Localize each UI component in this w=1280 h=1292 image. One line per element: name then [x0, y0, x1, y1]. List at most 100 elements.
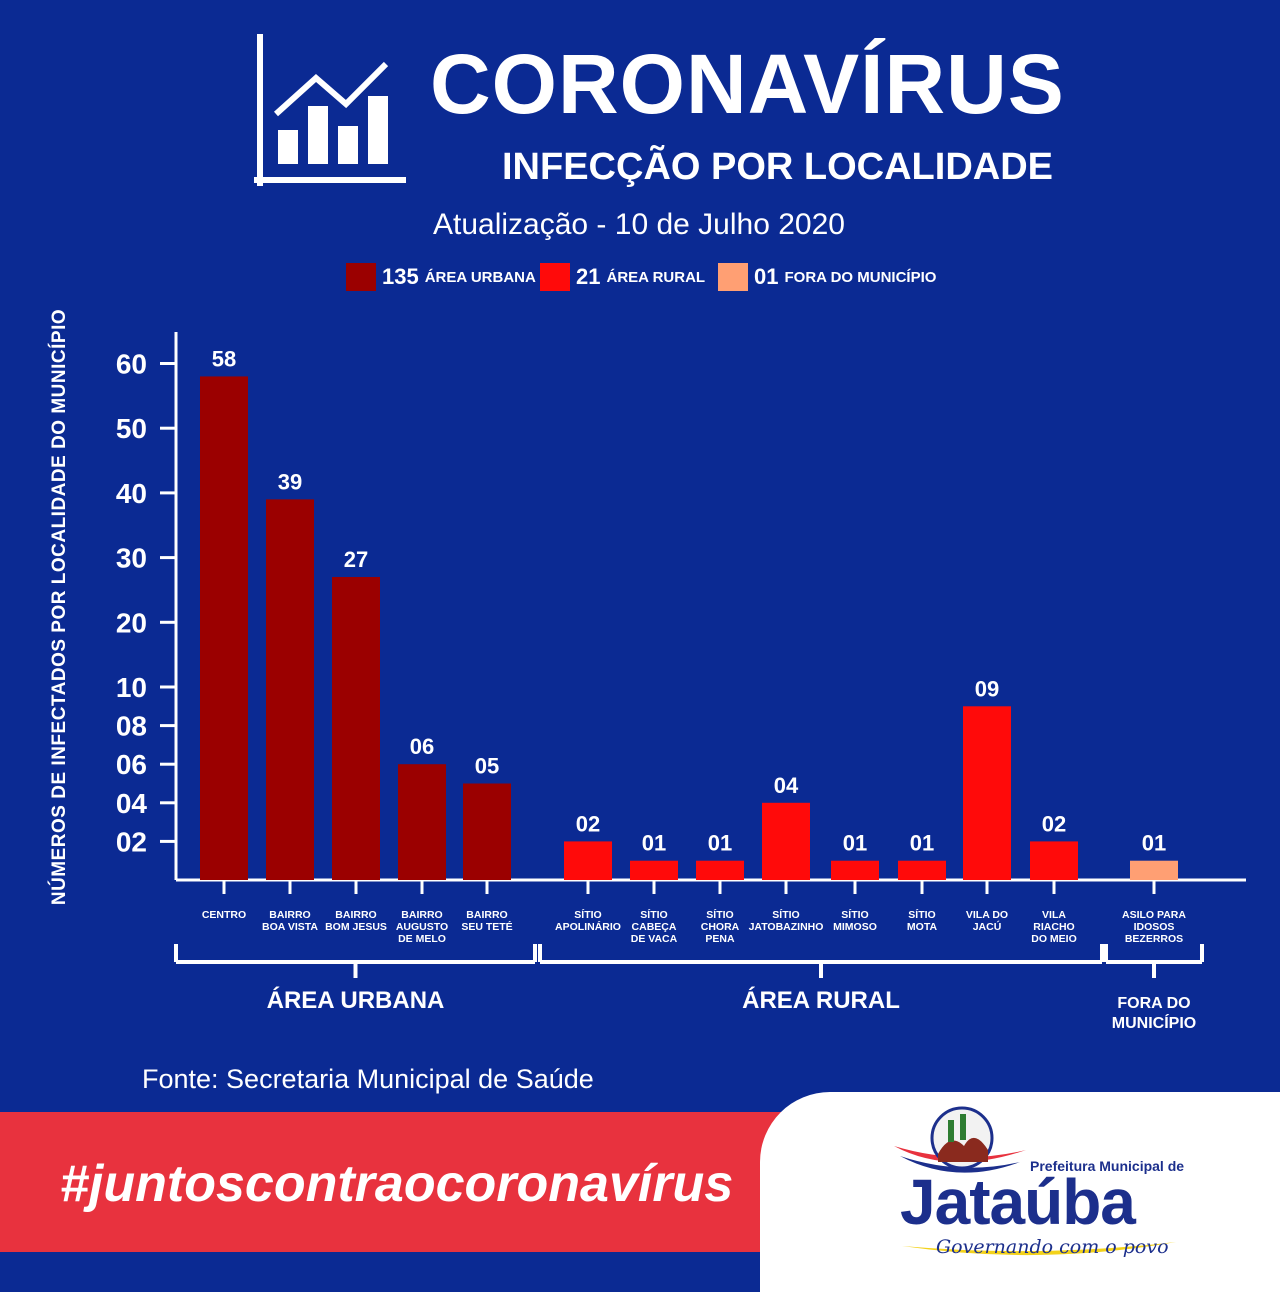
- x-tick-label: BAIRRO: [401, 909, 442, 921]
- x-tick-label: SÍTIO: [640, 908, 667, 921]
- legend-label-fora: FORA DO MUNICÍPIO: [784, 268, 937, 286]
- y-tick-label: 08: [116, 711, 147, 742]
- legend-value-rural: 21: [576, 264, 601, 289]
- chart-trend-icon: [254, 34, 406, 186]
- bar: [200, 376, 248, 880]
- y-tick-label: 60: [116, 349, 147, 380]
- logo-slogan: Governando com o povo: [936, 1236, 1169, 1258]
- x-tick-label: BOM JESUS: [325, 921, 387, 933]
- x-tick-label: ASILO PARA: [1122, 909, 1186, 921]
- x-tick-label: SÍTIO: [908, 908, 935, 921]
- bar: [398, 764, 446, 880]
- x-tick-label: SÍTIO: [841, 908, 868, 921]
- logo-prefeitura: Prefeitura Municipal de: [1030, 1158, 1185, 1174]
- legend-value-urbana: 135: [382, 264, 419, 289]
- x-tick-label: SÍTIO: [772, 908, 799, 921]
- page-subtitle: INFECÇÃO POR LOCALIDADE: [502, 146, 1053, 188]
- x-tick-label: JACÚ: [973, 920, 1002, 933]
- bar-value-label: 01: [843, 831, 867, 856]
- bar-value-label: 02: [576, 811, 600, 836]
- bar-value-label: 01: [1142, 831, 1166, 856]
- legend-label-urbana: ÁREA URBANA: [424, 268, 536, 286]
- page-title: CORONAVÍRUS: [430, 37, 1065, 131]
- source-note: Fonte: Secretaria Municipal de Saúde: [142, 1064, 594, 1094]
- legend-label-rural: ÁREA RURAL: [606, 268, 706, 286]
- x-tick-label: APOLINÁRIO: [555, 920, 621, 933]
- x-tick-label: CABEÇA: [632, 921, 677, 933]
- bar: [696, 860, 744, 880]
- y-tick-label: 20: [116, 607, 147, 638]
- x-tick-label: DE MELO: [398, 933, 446, 945]
- legend-value-fora: 01: [754, 264, 779, 289]
- bar-value-label: 58: [212, 346, 236, 371]
- x-tick-label: MIMOSO: [833, 921, 877, 933]
- bar: [1030, 841, 1078, 880]
- bar-chart: 6050403020100806040258CENTRO39BAIRROBOA …: [116, 332, 1246, 1032]
- bar: [762, 802, 810, 880]
- x-tick-label: CHORA: [701, 921, 740, 933]
- bar: [266, 499, 314, 880]
- bar: [564, 841, 612, 880]
- logo-card: [760, 1092, 1280, 1292]
- y-tick-label: 10: [116, 672, 147, 703]
- x-tick-label: SEU TETÉ: [461, 920, 512, 933]
- legend-urbana: 135 ÁREA URBANA: [346, 262, 536, 292]
- x-tick-label: BAIRRO: [335, 909, 376, 921]
- y-tick-label: 50: [116, 413, 147, 444]
- y-tick-label: 40: [116, 478, 147, 509]
- group-label: MUNICÍPIO: [1112, 1013, 1196, 1032]
- bar-value-label: 01: [910, 831, 934, 856]
- logo-swoosh: [902, 1242, 1176, 1256]
- x-tick-label: CENTRO: [202, 909, 246, 921]
- city-emblem-icon: [894, 1106, 1026, 1173]
- x-tick-label: DO MEIO: [1031, 933, 1077, 945]
- bar-value-label: 02: [1042, 811, 1066, 836]
- x-tick-label: SÍTIO: [706, 908, 733, 921]
- x-tick-label: VILA: [1042, 909, 1066, 921]
- bar-value-label: 05: [475, 754, 499, 779]
- legend-fora: 01 FORA DO MUNICÍPIO: [718, 262, 936, 292]
- x-tick-label: IDOSOS: [1134, 921, 1175, 933]
- bar: [463, 783, 511, 880]
- group-label: ÁREA URBANA: [267, 986, 445, 1014]
- y-tick-label: 30: [116, 543, 147, 574]
- x-tick-label: BAIRRO: [269, 909, 310, 921]
- x-tick-label: BAIRRO: [466, 909, 507, 921]
- x-tick-label: AUGUSTO: [396, 921, 448, 933]
- hashtag-text: #juntoscontraocoronavírus: [60, 1155, 734, 1213]
- x-tick-label: JATOBAZINHO: [749, 921, 824, 933]
- legend-swatch-fora: [718, 263, 748, 291]
- y-tick-label: 06: [116, 749, 147, 780]
- bar-value-label: 06: [410, 734, 434, 759]
- bar: [1130, 860, 1178, 880]
- bar: [332, 577, 380, 880]
- x-tick-label: MOTA: [907, 921, 938, 933]
- group-label: FORA DO: [1117, 995, 1190, 1012]
- bar: [898, 860, 946, 880]
- bar: [963, 706, 1011, 880]
- y-tick-label: 04: [116, 788, 148, 819]
- update-date: Atualização - 10 de Julho 2020: [433, 208, 845, 241]
- group-label: ÁREA RURAL: [742, 986, 900, 1014]
- x-tick-label: BOA VISTA: [262, 921, 318, 933]
- hashtag-banner: [0, 1112, 850, 1252]
- x-tick-label: VILA DO: [966, 909, 1008, 921]
- x-tick-label: PENA: [705, 933, 735, 945]
- x-tick-label: SÍTIO: [574, 908, 601, 921]
- bar: [831, 860, 879, 880]
- logo-city-name: Jataúba: [900, 1166, 1136, 1238]
- bar: [630, 860, 678, 880]
- bar-value-label: 39: [278, 469, 302, 494]
- legend-rural: 21 ÁREA RURAL: [540, 262, 705, 292]
- x-tick-label: BEZERROS: [1125, 933, 1183, 945]
- legend-swatch-rural: [540, 263, 570, 291]
- bar-value-label: 09: [975, 676, 999, 701]
- bar-value-label: 27: [344, 547, 368, 572]
- x-tick-label: DE VACA: [631, 933, 678, 945]
- bar-value-label: 04: [774, 773, 799, 798]
- legend-swatch-urbana: [346, 263, 376, 291]
- bar-value-label: 01: [642, 831, 666, 856]
- y-tick-label: 02: [116, 826, 147, 857]
- bar-value-label: 01: [708, 831, 732, 856]
